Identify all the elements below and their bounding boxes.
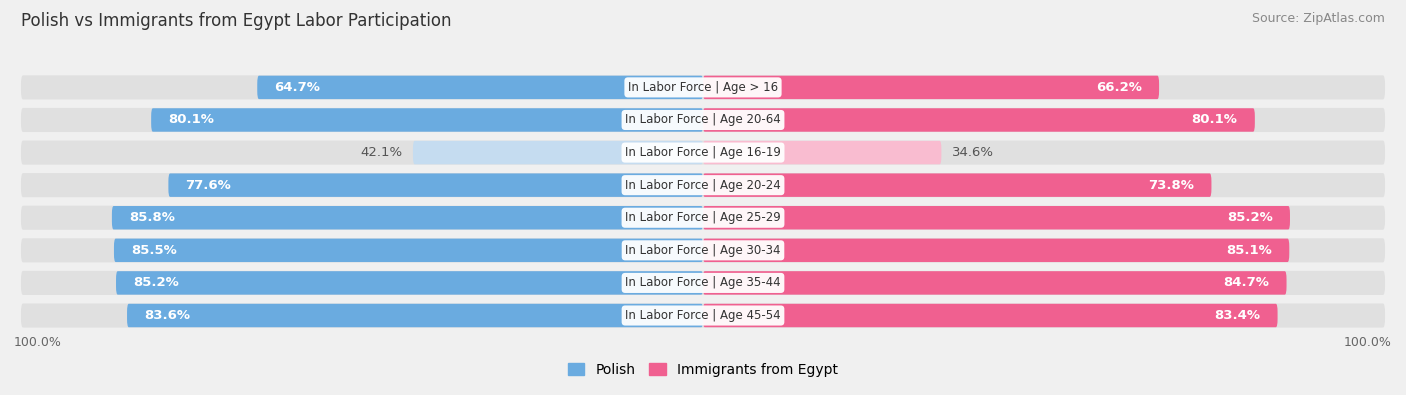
Text: 42.1%: 42.1% [360, 146, 402, 159]
Text: 83.6%: 83.6% [145, 309, 190, 322]
Text: In Labor Force | Age 20-64: In Labor Force | Age 20-64 [626, 113, 780, 126]
FancyBboxPatch shape [21, 108, 1385, 132]
FancyBboxPatch shape [703, 141, 942, 164]
FancyBboxPatch shape [413, 141, 703, 164]
Text: In Labor Force | Age 30-34: In Labor Force | Age 30-34 [626, 244, 780, 257]
Text: In Labor Force | Age 25-29: In Labor Force | Age 25-29 [626, 211, 780, 224]
FancyBboxPatch shape [114, 239, 703, 262]
Text: 100.0%: 100.0% [14, 336, 62, 349]
Legend: Polish, Immigrants from Egypt: Polish, Immigrants from Egypt [562, 357, 844, 382]
FancyBboxPatch shape [117, 271, 703, 295]
Text: 66.2%: 66.2% [1097, 81, 1142, 94]
Text: In Labor Force | Age 35-44: In Labor Force | Age 35-44 [626, 276, 780, 290]
FancyBboxPatch shape [703, 271, 1286, 295]
Text: 85.8%: 85.8% [129, 211, 174, 224]
Text: 34.6%: 34.6% [952, 146, 994, 159]
Text: 77.6%: 77.6% [186, 179, 232, 192]
FancyBboxPatch shape [703, 173, 1212, 197]
FancyBboxPatch shape [703, 108, 1254, 132]
Text: In Labor Force | Age 20-24: In Labor Force | Age 20-24 [626, 179, 780, 192]
FancyBboxPatch shape [21, 206, 1385, 230]
Text: 64.7%: 64.7% [274, 81, 321, 94]
Text: 80.1%: 80.1% [169, 113, 214, 126]
FancyBboxPatch shape [703, 239, 1289, 262]
FancyBboxPatch shape [703, 304, 1278, 327]
Text: 84.7%: 84.7% [1223, 276, 1270, 290]
FancyBboxPatch shape [703, 206, 1289, 229]
FancyBboxPatch shape [21, 238, 1385, 262]
Text: 73.8%: 73.8% [1149, 179, 1194, 192]
Text: Source: ZipAtlas.com: Source: ZipAtlas.com [1251, 12, 1385, 25]
FancyBboxPatch shape [257, 76, 703, 99]
FancyBboxPatch shape [21, 75, 1385, 100]
Text: 85.1%: 85.1% [1226, 244, 1272, 257]
Text: 85.5%: 85.5% [131, 244, 177, 257]
Text: In Labor Force | Age 45-54: In Labor Force | Age 45-54 [626, 309, 780, 322]
FancyBboxPatch shape [112, 206, 703, 229]
Text: In Labor Force | Age > 16: In Labor Force | Age > 16 [628, 81, 778, 94]
FancyBboxPatch shape [21, 173, 1385, 197]
FancyBboxPatch shape [169, 173, 703, 197]
Text: 100.0%: 100.0% [1344, 336, 1392, 349]
FancyBboxPatch shape [21, 141, 1385, 165]
Text: 83.4%: 83.4% [1215, 309, 1260, 322]
Text: 85.2%: 85.2% [134, 276, 179, 290]
FancyBboxPatch shape [21, 303, 1385, 327]
Text: 85.2%: 85.2% [1227, 211, 1272, 224]
FancyBboxPatch shape [127, 304, 703, 327]
FancyBboxPatch shape [703, 76, 1159, 99]
Text: In Labor Force | Age 16-19: In Labor Force | Age 16-19 [626, 146, 780, 159]
FancyBboxPatch shape [152, 108, 703, 132]
Text: 80.1%: 80.1% [1192, 113, 1237, 126]
FancyBboxPatch shape [21, 271, 1385, 295]
Text: Polish vs Immigrants from Egypt Labor Participation: Polish vs Immigrants from Egypt Labor Pa… [21, 12, 451, 30]
